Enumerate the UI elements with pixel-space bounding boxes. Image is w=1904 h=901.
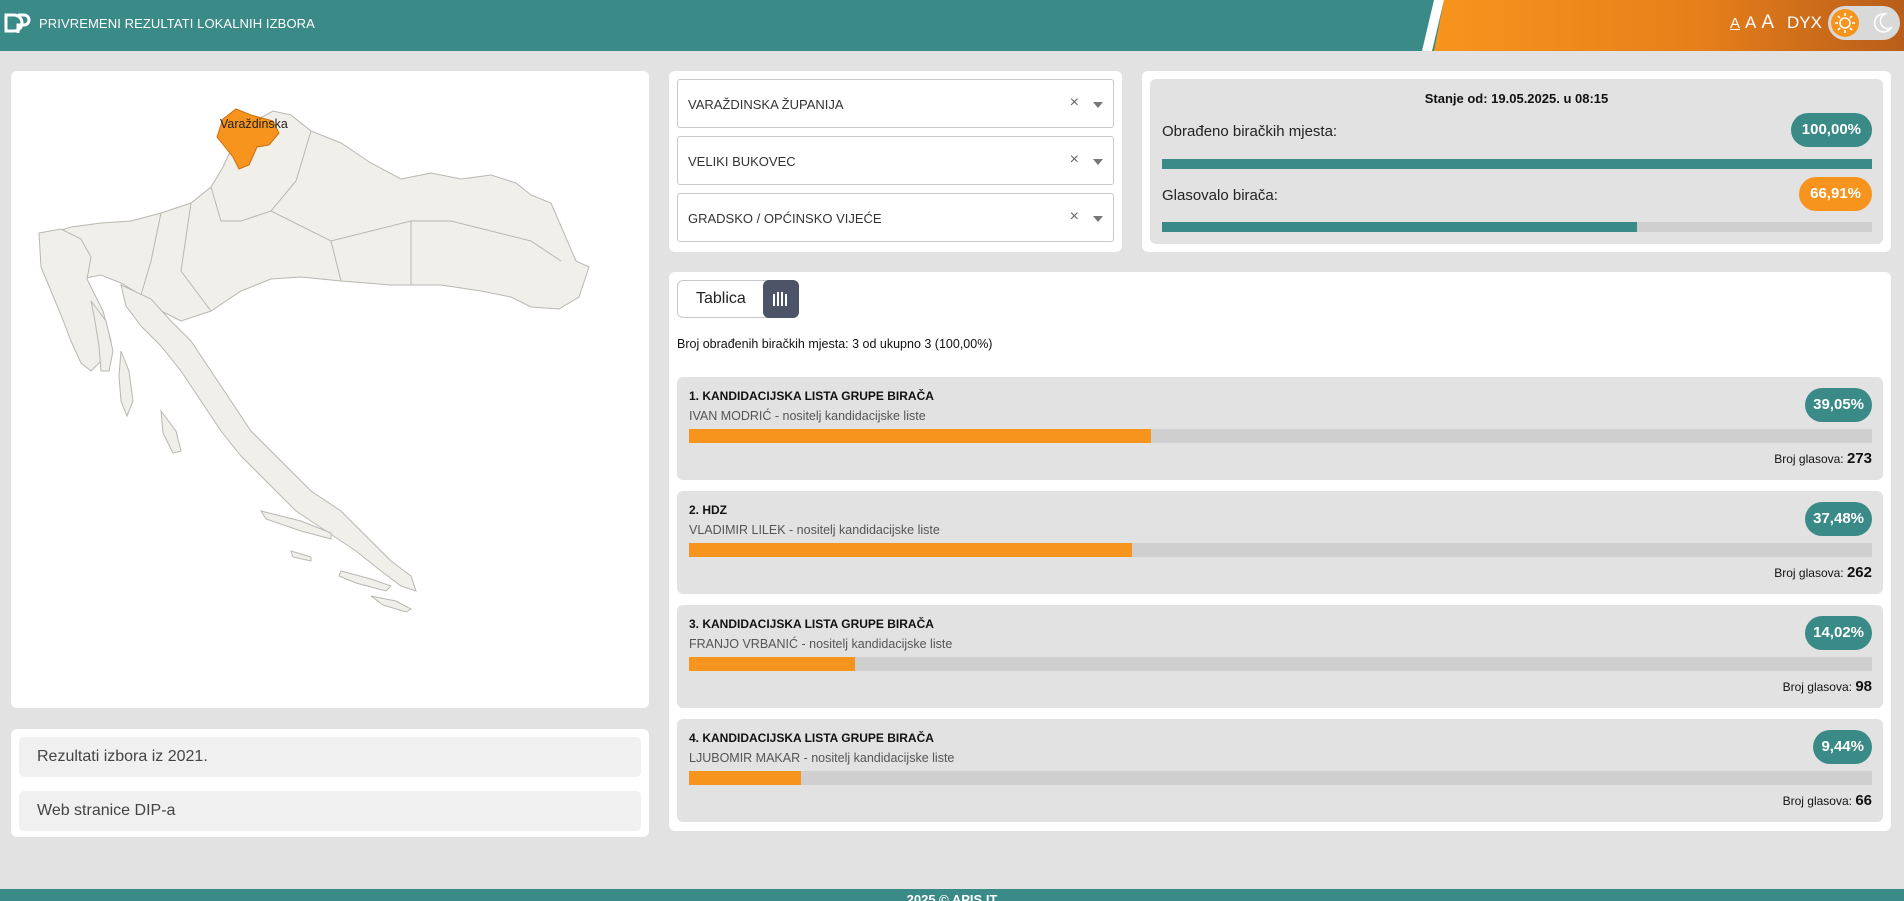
party-percentage: 37,48% [1805, 502, 1872, 536]
view-toggle: Tablica [677, 280, 799, 318]
voted-bar [1162, 222, 1872, 232]
election-type-select[interactable]: GRADSKO / OPĆINSKO VIJEĆE × [677, 193, 1114, 242]
party-percentage: 14,02% [1805, 616, 1872, 650]
votes-label: Broj glasova: [1782, 794, 1852, 808]
accessibility-controls: A A A DYX [1730, 12, 1822, 34]
votes-label: Broj glasova: [1774, 452, 1844, 466]
party-votes: Broj glasova: 98 [1783, 678, 1872, 695]
status-timestamp: Stanje od: 19.05.2025. u 08:15 [1424, 91, 1609, 106]
map-region-varazdinska [216, 108, 280, 170]
county-select-value: VARAŽDINSKA ŽUPANIJA [688, 97, 844, 112]
dyslexia-font-button[interactable]: DYX [1787, 13, 1822, 32]
croatia-map[interactable]: Varaždinska [11, 71, 649, 708]
font-size-medium-button[interactable]: A [1745, 13, 1757, 32]
map-card: Varaždinska [11, 71, 649, 708]
votes-label: Broj glasova: [1774, 566, 1844, 580]
map-region-label: Varaždinska [220, 117, 288, 131]
party-percentage: 39,05% [1805, 388, 1872, 422]
chevron-down-icon[interactable] [1093, 216, 1103, 222]
party-votes: Broj glasova: 66 [1783, 792, 1872, 809]
font-size-small-button[interactable]: A [1729, 15, 1740, 32]
votes-count: 66 [1855, 792, 1872, 809]
party-result[interactable]: 2. HDZ VLADIMIR LILEK - nositelj kandida… [677, 491, 1883, 594]
party-holder: LJUBOMIR MAKAR - nositelj kandidacijske … [689, 751, 955, 765]
party-bar-fill [689, 429, 1151, 443]
app-title: PRIVREMENI REZULTATI LOKALNIH IZBORA [39, 16, 315, 31]
dip-website-link[interactable]: Web stranice DIP-a [19, 791, 641, 831]
sun-icon[interactable] [1831, 9, 1859, 37]
party-holder: VLADIMIR LILEK - nositelj kandidacijske … [689, 523, 940, 537]
processed-count-text: Broj obrađenih biračkih mjesta: 3 od uku… [677, 337, 993, 351]
party-bar-fill [689, 543, 1133, 557]
municipality-select[interactable]: VELIKI BUKOVEC × [677, 136, 1114, 185]
voted-badge: 66,91% [1799, 177, 1872, 211]
municipality-select-value: VELIKI BUKOVEC [688, 154, 796, 169]
clear-icon[interactable]: × [1069, 208, 1079, 225]
party-bar [689, 771, 1872, 785]
party-result[interactable]: 1. KANDIDACIJSKA LISTA GRUPE BIRAČA IVAN… [677, 377, 1883, 480]
table-view-button[interactable]: Tablica [696, 290, 746, 307]
party-holder: IVAN MODRIĆ - nositelj kandidacijske lis… [689, 409, 926, 423]
party-name: 1. KANDIDACIJSKA LISTA GRUPE BIRAČA [689, 389, 934, 403]
processed-label: Obrađeno biračkih mjesta: [1162, 123, 1338, 140]
processed-badge: 100,00% [1790, 113, 1872, 147]
party-votes: Broj glasova: 262 [1774, 564, 1872, 581]
theme-toggle[interactable] [1828, 6, 1900, 40]
top-header: PRIVREMENI REZULTATI LOKALNIH IZBORA A A… [0, 0, 1904, 51]
chart-view-button[interactable] [763, 280, 799, 318]
status-card: Stanje od: 19.05.2025. u 08:15 Obrađeno … [1142, 71, 1891, 252]
voted-bar-fill [1162, 222, 1638, 232]
party-bar-fill [689, 771, 801, 785]
footer-copyright: 2025 © APIS IT [906, 892, 998, 901]
font-size-large-button[interactable]: A [1761, 12, 1775, 33]
party-bar-fill [689, 657, 855, 671]
party-votes: Broj glasova: 273 [1774, 450, 1872, 467]
votes-count: 262 [1846, 564, 1872, 581]
results-card: Tablica Broj obrađenih biračkih mjesta: … [669, 272, 1891, 831]
party-bar [689, 543, 1872, 557]
party-name: 2. HDZ [689, 503, 728, 517]
clear-icon[interactable]: × [1069, 151, 1079, 168]
county-select[interactable]: VARAŽDINSKA ŽUPANIJA × [677, 79, 1114, 128]
party-holder: FRANJO VRBANIĆ - nositelj kandidacijske … [689, 637, 953, 651]
party-name: 3. KANDIDACIJSKA LISTA GRUPE BIRAČA [689, 617, 934, 631]
processed-bar-fill [1162, 159, 1872, 169]
votes-count: 273 [1846, 450, 1872, 467]
party-result[interactable]: 3. KANDIDACIJSKA LISTA GRUPE BIRAČA FRAN… [677, 605, 1883, 708]
status-panel: Stanje od: 19.05.2025. u 08:15 Obrađeno … [1150, 79, 1883, 244]
election-type-select-value: GRADSKO / OPĆINSKO VIJEĆE [688, 211, 882, 226]
party-name: 4. KANDIDACIJSKA LISTA GRUPE BIRAČA [689, 731, 934, 745]
votes-label: Broj glasova: [1782, 680, 1852, 694]
header-orange-band [1434, 0, 1904, 51]
results-2021-link[interactable]: Rezultati izbora iz 2021. [19, 737, 641, 777]
dip-logo-icon[interactable] [2, 11, 32, 35]
party-result[interactable]: 4. KANDIDACIJSKA LISTA GRUPE BIRAČA LJUB… [677, 719, 1883, 822]
processed-bar [1162, 159, 1872, 169]
votes-count: 98 [1855, 678, 1872, 695]
voted-label: Glasovalo birača: [1162, 187, 1278, 204]
party-bar [689, 429, 1872, 443]
bar-chart-icon [773, 292, 787, 306]
links-card: Rezultati izbora iz 2021. Web stranice D… [11, 729, 649, 837]
moon-icon[interactable] [1870, 11, 1894, 35]
chevron-down-icon[interactable] [1093, 102, 1103, 108]
clear-icon[interactable]: × [1069, 94, 1079, 111]
party-bar [689, 657, 1872, 671]
chevron-down-icon[interactable] [1093, 159, 1103, 165]
footer: 2025 © APIS IT [0, 889, 1904, 901]
filter-card: VARAŽDINSKA ŽUPANIJA × VELIKI BUKOVEC × … [669, 71, 1122, 252]
map-region-dalmatia [120, 284, 417, 592]
party-percentage: 9,44% [1813, 730, 1872, 764]
